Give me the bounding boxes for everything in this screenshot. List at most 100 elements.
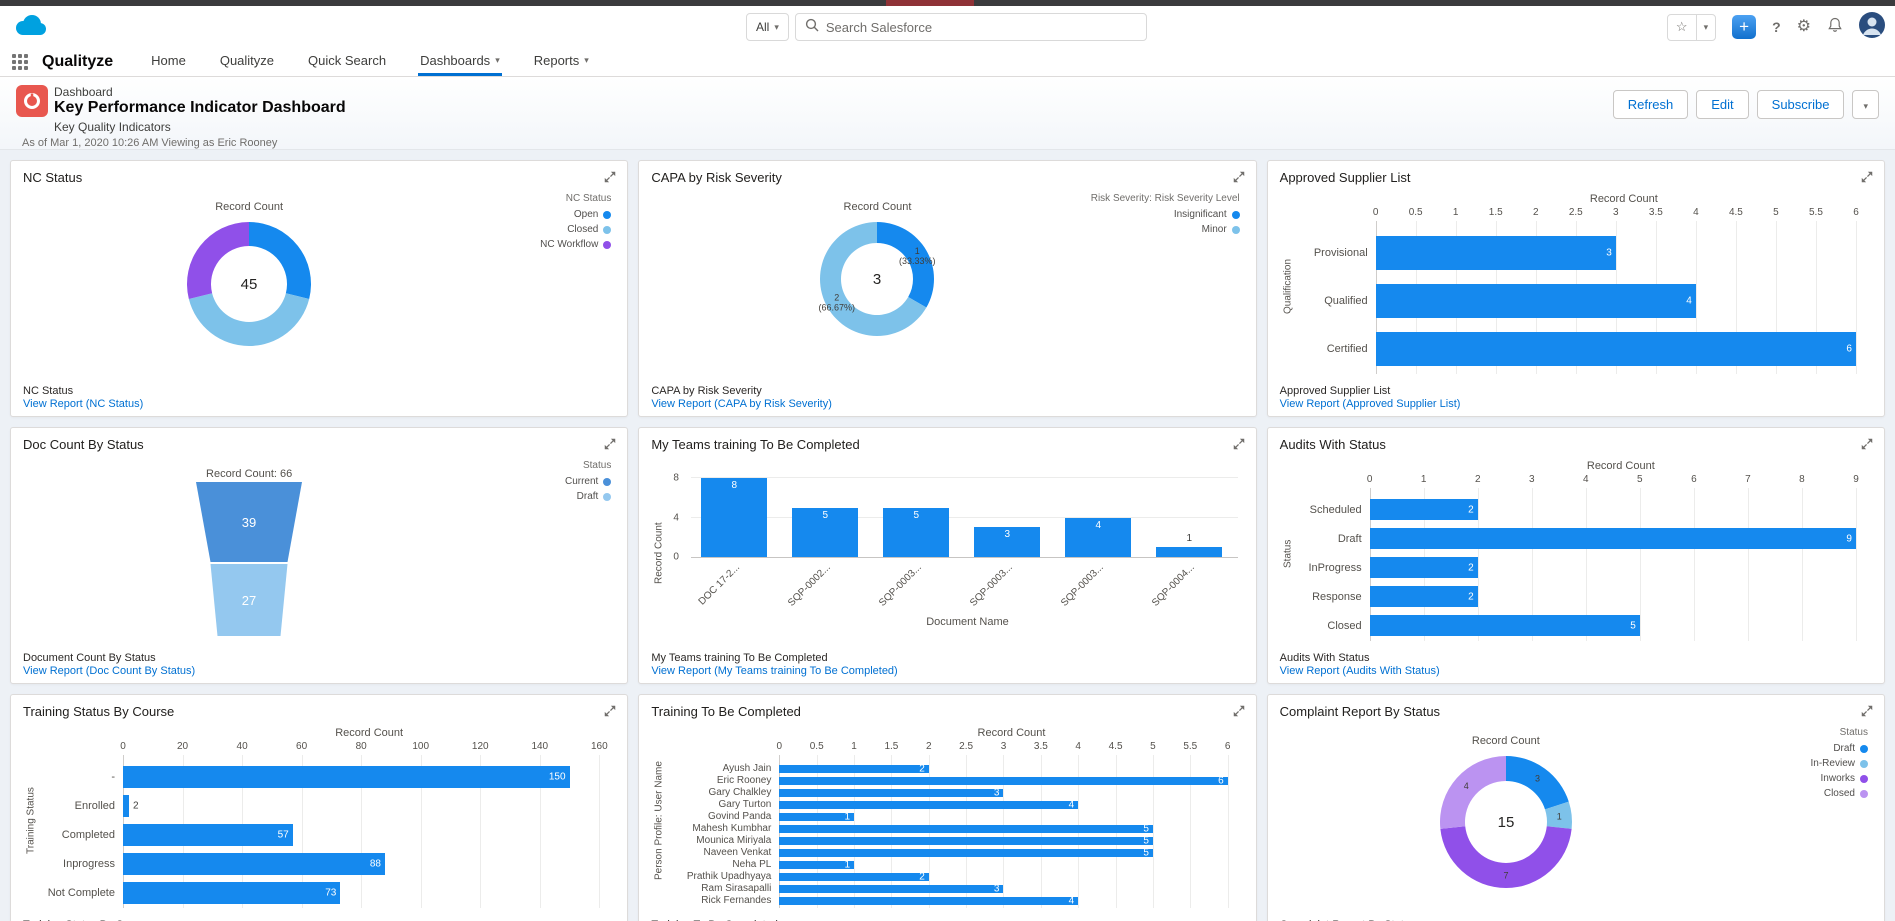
expand-icon[interactable] <box>603 437 617 451</box>
report-name: Document Count By Status <box>23 652 156 664</box>
card-footer: NC Status View Report (NC Status) <box>23 385 143 411</box>
bar: 4 <box>1065 517 1132 557</box>
notifications-bell-icon[interactable] <box>1827 17 1843 37</box>
bar: 2 <box>1369 586 1478 607</box>
expand-icon[interactable] <box>1232 704 1246 718</box>
tab-qualityze[interactable]: Qualityze <box>219 53 275 68</box>
legend-title: Status <box>1839 727 1868 738</box>
category-label: Scheduled <box>1309 503 1362 516</box>
bar-row: Certified 6 <box>1296 325 1872 373</box>
expand-icon[interactable] <box>603 704 617 718</box>
axis-tick: 3 <box>1000 741 1007 752</box>
y-axis-label: Training Status <box>25 787 37 854</box>
tab-dashboards[interactable]: Dashboards ▾ <box>418 48 502 76</box>
gridline <box>1801 488 1803 641</box>
hbar-plot: Qualification Record Count 0 0.5 1 1.5 2 2.5 3 3.… <box>1280 193 1872 380</box>
gridline <box>1815 221 1817 374</box>
slice-label-line: 2 <box>835 292 840 302</box>
report-name: My Teams training To Be Completed <box>651 652 828 664</box>
tab-quick-search[interactable]: Quick Search <box>308 53 387 68</box>
bar-row: Scheduled 2 <box>1296 495 1872 524</box>
chevron-down-icon: ▾ <box>774 21 779 32</box>
view-report-link[interactable]: View Report (NC Status) <box>23 398 144 410</box>
header-actions: ☆ ▾ + ? ⚙ <box>1666 11 1885 43</box>
legend-dot <box>1859 759 1868 768</box>
axis-tick: 5 <box>1773 207 1779 218</box>
expand-icon[interactable] <box>1232 170 1246 184</box>
expand-icon[interactable] <box>1860 437 1874 451</box>
view-report-link[interactable]: View Report (CAPA by Risk Severity) <box>651 398 832 410</box>
axis-tick: 5.5 <box>1809 207 1823 218</box>
card-complaint-report-by-status: Complaint Report By Status Status Draft In… <box>1266 694 1885 921</box>
favorites-control: ☆ ▾ <box>1666 13 1717 41</box>
card-title: Audits With Status <box>1279 437 1386 452</box>
bar: 2 <box>779 871 929 882</box>
axis-tick: 6 <box>1224 741 1231 752</box>
axis-tick: 160 <box>590 741 608 752</box>
tab-home[interactable]: Home <box>151 53 186 68</box>
search-box[interactable] <box>794 13 1147 41</box>
card-footer: Training To Be Completed View Report (Tr… <box>651 919 848 921</box>
gridline <box>1227 755 1229 908</box>
card-title: NC Status <box>23 170 83 185</box>
card-footer: Document Count By Status View Report (Do… <box>23 652 195 678</box>
expand-icon[interactable] <box>1860 704 1874 718</box>
more-actions-button[interactable]: ▾ <box>1852 90 1879 119</box>
legend-dot <box>603 225 612 234</box>
legend-label: Inworks <box>1820 773 1855 784</box>
view-report-link[interactable]: View Report (Approved Supplier List) <box>1279 398 1461 410</box>
favorites-star-icon[interactable]: ☆ <box>1668 14 1697 40</box>
view-report-link[interactable]: View Report (My Teams training To Be Com… <box>651 665 898 677</box>
card-footer: Audits With Status View Report (Audits W… <box>1280 652 1440 678</box>
refresh-button[interactable]: Refresh <box>1612 90 1689 119</box>
bar-value: 1 <box>1186 533 1193 545</box>
edit-button[interactable]: Edit <box>1696 90 1749 119</box>
app-launcher-icon[interactable] <box>12 54 28 70</box>
expand-icon[interactable] <box>1860 170 1874 184</box>
legend-dot <box>603 210 612 219</box>
search-scope-dropdown[interactable]: All ▾ <box>746 13 789 41</box>
category-label: Enrolled <box>74 799 115 812</box>
axis-tick: 0.5 <box>1408 207 1423 218</box>
view-report-link[interactable]: View Report (Audits With Status) <box>1279 665 1440 677</box>
slice-label-line: 3 <box>1535 774 1540 784</box>
gridline <box>1152 755 1154 908</box>
donut-chart: Risk Severity: Risk Severity Level Insign… <box>651 193 1243 380</box>
favorites-chevron-down-icon[interactable]: ▾ <box>1703 21 1709 32</box>
legend-label: In-Review <box>1810 758 1855 769</box>
axis-tick: 1 <box>1420 474 1427 485</box>
axis-tick: 8 <box>673 472 679 484</box>
global-actions-plus-icon[interactable]: + <box>1732 15 1757 39</box>
user-avatar[interactable] <box>1859 11 1885 43</box>
chevron-down-icon[interactable]: ▾ <box>584 55 589 65</box>
funnel-value: 27 <box>242 593 256 608</box>
hbar-plot: Person Profile: User Name Record Count 0 0.… <box>651 727 1243 914</box>
hbar-plot: Status Record Count 0 1 2 3 4 5 6 7 8 9 Scheduled 2 Dr… <box>1280 460 1872 647</box>
category-label: SQP-0003... <box>968 562 1016 609</box>
bar-row: Closed 5 <box>1296 611 1872 640</box>
bar-value: 150 <box>548 771 566 782</box>
legend-item: Draft <box>1811 743 1868 754</box>
subscribe-button[interactable]: Subscribe <box>1756 90 1845 119</box>
bar-row: Govind Panda 1 <box>667 811 1243 823</box>
help-icon[interactable]: ? <box>1772 19 1781 35</box>
gridline <box>1855 221 1857 374</box>
x-axis-label: Document Name <box>926 616 1009 628</box>
expand-icon[interactable] <box>1232 437 1246 451</box>
bar-value: 57 <box>277 829 289 840</box>
search-input[interactable] <box>825 19 1137 35</box>
funnel-svg: 39 27 <box>196 482 303 636</box>
tab-reports[interactable]: Reports ▾ <box>533 53 589 68</box>
donut-segment <box>877 222 935 308</box>
funnel-value: 39 <box>242 515 256 530</box>
expand-icon[interactable] <box>603 170 617 184</box>
bar: 2 <box>1369 557 1478 578</box>
setup-gear-icon[interactable]: ⚙ <box>1796 18 1811 35</box>
axis-tick: 120 <box>471 741 489 752</box>
report-name: Complaint Report By Status <box>1280 919 1486 921</box>
bar-value: 3 <box>993 787 1000 798</box>
chevron-down-icon[interactable]: ▾ <box>495 55 500 65</box>
legend-label: Draft <box>1833 743 1855 754</box>
bar: 4 <box>779 799 1079 810</box>
view-report-link[interactable]: View Report (Doc Count By Status) <box>23 665 196 677</box>
